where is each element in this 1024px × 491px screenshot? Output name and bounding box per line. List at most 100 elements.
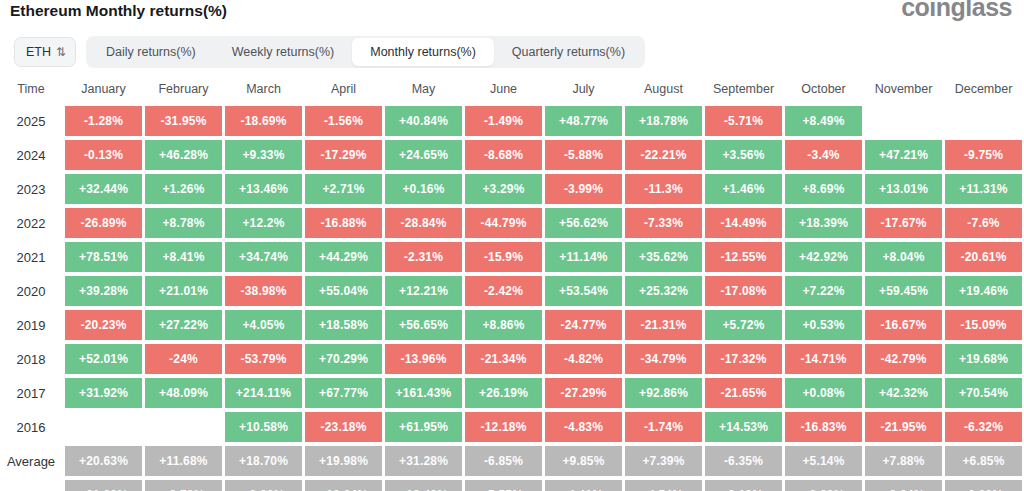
return-cell: +31.92% <box>65 480 142 491</box>
return-cell: +12.2% <box>225 208 302 238</box>
column-header-time: Time <box>0 72 62 102</box>
return-cell: +24.65% <box>385 140 462 170</box>
return-cell: +26.19% <box>465 378 542 408</box>
return-cell: -12.18% <box>465 412 542 442</box>
return-cell: +19.68% <box>945 344 1022 374</box>
row-label: 2016 <box>0 412 62 442</box>
return-cell: -24% <box>145 344 222 374</box>
return-cell: +13.46% <box>225 174 302 204</box>
row-label: 2023 <box>0 174 62 204</box>
return-cell: -53.79% <box>225 344 302 374</box>
return-cell: -4.82% <box>545 344 622 374</box>
return-cell: +70.29% <box>305 344 382 374</box>
return-cell: +67.77% <box>305 378 382 408</box>
return-cell: +56.62% <box>545 208 622 238</box>
return-cell: +42.92% <box>785 242 862 272</box>
return-cell: +7.39% <box>625 446 702 476</box>
return-cell: -42.79% <box>865 344 942 374</box>
return-cell: -16.83% <box>785 412 862 442</box>
return-cell: +214.11% <box>225 378 302 408</box>
return-cell: -24.77% <box>545 310 622 340</box>
row-label: 2020 <box>0 276 62 306</box>
tab-weekly[interactable]: Weekly returns(%) <box>214 38 353 66</box>
return-cell: +3.56% <box>705 140 782 170</box>
returns-period-tabs: Daily returns(%)Weekly returns(%)Monthly… <box>86 36 645 68</box>
return-cell: +5.14% <box>785 446 862 476</box>
return-cell: +18.70% <box>225 446 302 476</box>
return-cell: +2.71% <box>305 174 382 204</box>
column-header-month: January <box>65 72 142 102</box>
return-cell: +59.45% <box>865 276 942 306</box>
return-cell: +27.22% <box>145 310 222 340</box>
return-cell: +9.85% <box>545 446 622 476</box>
return-cell: +18.58% <box>305 310 382 340</box>
return-cell: -7.33% <box>625 208 702 238</box>
return-cell: +0.53% <box>785 310 862 340</box>
return-cell: +9.33% <box>225 140 302 170</box>
return-cell: +35.62% <box>625 242 702 272</box>
return-cell: -28.84% <box>385 208 462 238</box>
return-cell: -4.54% <box>625 480 702 491</box>
return-cell: -1.49% <box>465 106 542 136</box>
return-cell: +11.31% <box>945 174 1022 204</box>
tab-monthly[interactable]: Monthly returns(%) <box>352 38 494 66</box>
coinglass-logo: coinglass <box>901 0 1012 22</box>
return-cell: +0.08% <box>785 378 862 408</box>
row-label: 2018 <box>0 344 62 374</box>
return-cell: +46.28% <box>145 140 222 170</box>
return-cell: +21.01% <box>145 276 222 306</box>
return-cell: -2.31% <box>385 242 462 272</box>
return-cell: -17.32% <box>705 344 782 374</box>
return-cell: +1.46% <box>705 174 782 204</box>
return-cell: -17.67% <box>865 208 942 238</box>
tab-quarterly[interactable]: Quarterly returns(%) <box>494 38 643 66</box>
return-cell: -21.34% <box>465 344 542 374</box>
return-cell: +31.28% <box>385 446 462 476</box>
return-cell: -31.95% <box>145 106 222 136</box>
return-cell: +8.41% <box>145 242 222 272</box>
return-cell: -7.6% <box>945 208 1022 238</box>
column-header-month: June <box>465 72 542 102</box>
return-cell: +13.01% <box>865 174 942 204</box>
return-cell: -14.71% <box>785 344 862 374</box>
return-cell: -5.71% <box>705 106 782 136</box>
row-label: 2017 <box>0 378 62 408</box>
return-cell: +52.01% <box>65 344 142 374</box>
return-cell: -0.13% <box>65 140 142 170</box>
column-header-month: February <box>145 72 222 102</box>
symbol-label: ETH <box>26 45 51 59</box>
return-cell: +12.21% <box>385 276 462 306</box>
return-cell: -20.23% <box>65 310 142 340</box>
column-header-month: July <box>545 72 622 102</box>
return-cell: -5.88% <box>545 140 622 170</box>
return-cell: +56.65% <box>385 310 462 340</box>
column-header-month: August <box>625 72 702 102</box>
return-cell: -44.79% <box>465 208 542 238</box>
return-cell: -9.75% <box>945 140 1022 170</box>
return-cell: -14.49% <box>705 208 782 238</box>
empty-cell <box>945 106 1022 136</box>
return-cell: +61.95% <box>385 412 462 442</box>
return-cell: -16.67% <box>865 310 942 340</box>
symbol-select[interactable]: ETH ⇅ <box>14 37 76 67</box>
tab-daily[interactable]: Daily returns(%) <box>88 38 214 66</box>
return-cell: -1.74% <box>625 412 702 442</box>
return-cell: +5.72% <box>705 310 782 340</box>
return-cell: +7.88% <box>865 446 942 476</box>
controls-row: ETH ⇅ Daily returns(%)Weekly returns(%)M… <box>14 36 1024 68</box>
row-label: 2022 <box>0 208 62 238</box>
return-cell: +0.16% <box>385 174 462 204</box>
return-cell: +8.04% <box>865 242 942 272</box>
column-header-month: September <box>705 72 782 102</box>
column-header-month: May <box>385 72 462 102</box>
return-cell: +6.85% <box>945 446 1022 476</box>
return-cell: -22.21% <box>625 140 702 170</box>
return-cell: +8.78% <box>145 208 222 238</box>
return-cell: -38.98% <box>225 276 302 306</box>
return-cell: -27.29% <box>545 378 622 408</box>
return-cell: +3.88% <box>785 480 862 491</box>
return-cell: -2.42% <box>465 276 542 306</box>
return-cell: +9.96% <box>225 480 302 491</box>
return-cell: +11.14% <box>545 242 622 272</box>
return-cell: +19.46% <box>945 276 1022 306</box>
